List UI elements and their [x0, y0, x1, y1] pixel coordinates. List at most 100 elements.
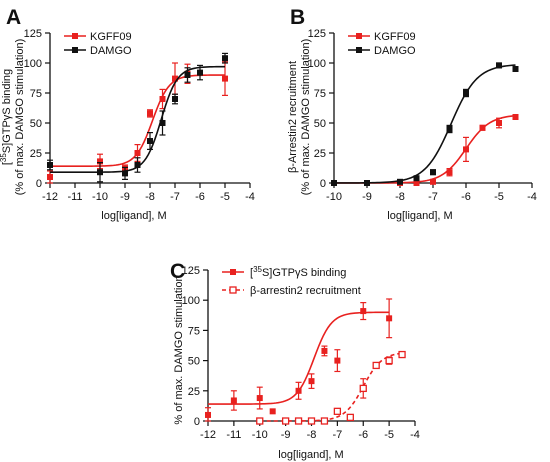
data-point-s0-b — [479, 124, 486, 131]
data-point-s0-c — [386, 315, 393, 322]
plot-area-a: 0 25 50 75 100 125 -12 -11 -10 -9 -8 -7 -6 -5 -4 — [24, 28, 255, 203]
x-axis-label-c: log[ligand], M — [278, 449, 343, 461]
data-point-s0-b — [430, 178, 436, 185]
x-tick-label-a: -12 — [42, 191, 58, 203]
data-point-s1-a — [122, 170, 128, 177]
x-tick-label-c: -9 — [281, 429, 291, 441]
x-tick-label-a: -11 — [67, 191, 82, 203]
x-tick-label-a: -10 — [92, 191, 108, 203]
x-tick-label-c: -6 — [358, 429, 368, 441]
data-point-s1-b — [512, 66, 519, 72]
data-point-s0-a — [172, 75, 178, 82]
y-tick-label-c: 0 — [194, 416, 200, 428]
legend-marker-kgff09-b — [356, 33, 362, 39]
x-tick-label-c: -10 — [252, 429, 268, 441]
y-tick-label-a: 75 — [30, 88, 42, 100]
data-point-s1-c — [398, 350, 406, 359]
fit-curve-s0-b — [334, 114, 516, 184]
data-point-s1-c — [307, 417, 316, 425]
data-point-s1-b — [364, 180, 370, 186]
x-tick-label-c: -7 — [332, 429, 342, 441]
data-point-s1-a — [134, 162, 141, 168]
x-tick-label-c: -8 — [307, 429, 317, 441]
data-point-s0-c — [295, 387, 302, 394]
x-tick-label-a: -5 — [220, 191, 230, 203]
y-axis-label-a-line2: (% of max. DAMGO stimulation) — [14, 39, 26, 195]
legend-marker-gtp-c — [230, 269, 236, 275]
data-point-s1-a — [172, 96, 178, 102]
legend-label-damgo-a: DAMGO — [90, 45, 132, 57]
data-point-s0-a — [134, 150, 141, 156]
legend-a: KGFF09 DAMGO — [64, 31, 132, 57]
x-tick-label-a: -8 — [145, 191, 155, 203]
panel-c: C 0 25 50 75 100 125 -12 -11 -10 -9 -8 -7 -6 -5 -4 log… — [170, 260, 420, 461]
panel-b: B 0 25 50 75 100 125 -10 -9 -8 -7 -6 -5 -4 log[ligan… — [287, 6, 537, 222]
y-tick-label-a: 125 — [24, 28, 42, 40]
data-point-s0-b — [496, 120, 502, 126]
data-point-s1-b — [446, 126, 453, 132]
y-tick-label-a: 0 — [36, 178, 42, 190]
data-point-s1-c — [320, 417, 329, 425]
y-tick-label-c: 75 — [188, 325, 200, 337]
data-point-s0-c — [256, 395, 263, 402]
x-tick-label-a: -4 — [245, 191, 255, 203]
y-axis-label-c: % of max. DAMGO stimulation — [173, 275, 185, 424]
data-point-s0-a — [222, 75, 228, 82]
data-point-s1-a — [197, 69, 203, 76]
data-point-s1-b — [413, 175, 420, 182]
data-point-s0-c — [360, 308, 367, 315]
data-point-s0-b — [446, 169, 453, 176]
data-point-s0-c — [269, 408, 276, 415]
plot-area-c: 0 25 50 75 100 125 -12 -11 -10 -9 -8 -7 -6 -5 -4 — [182, 265, 420, 441]
legend-label-kgff09-b: KGFF09 — [374, 31, 416, 43]
data-point-s1-c — [385, 356, 393, 365]
data-point-s1-a — [159, 120, 166, 126]
x-tick-label-b: -5 — [494, 191, 504, 203]
data-point-s1-b — [331, 180, 337, 186]
data-point-s1-c — [281, 417, 290, 425]
data-point-s0-c — [230, 397, 237, 404]
y-tick-label-c: 25 — [188, 386, 200, 398]
data-point-s1-b — [496, 62, 502, 69]
y-tick-label-c: 125 — [182, 265, 200, 277]
y-tick-label-b: 25 — [314, 148, 326, 160]
y-tick-label-b: 125 — [308, 28, 326, 40]
y-tick-label-a: 50 — [30, 118, 42, 130]
data-point-s1-a — [47, 162, 53, 168]
y-axis-label-b-line1: β-Arrestin2 recruitment — [287, 61, 299, 173]
data-point-s0-b — [463, 146, 469, 153]
data-point-s1-c — [359, 384, 367, 393]
y-tick-label-c: 100 — [182, 295, 200, 307]
panel-letter-c: C — [170, 260, 185, 283]
data-point-s0-c — [205, 411, 211, 418]
y-tick-label-b: 50 — [314, 118, 326, 130]
legend-marker-damgo-b — [356, 47, 362, 53]
data-point-s0-c — [334, 357, 341, 364]
data-point-s1-b — [463, 90, 469, 96]
data-point-s0-b — [512, 114, 519, 120]
data-point-s0-c — [321, 347, 328, 354]
x-tick-label-c: -5 — [384, 429, 394, 441]
x-axis-label-b: log[ligand], M — [387, 210, 452, 222]
x-tick-label-b: -9 — [362, 191, 372, 203]
data-point-s1-b — [430, 169, 436, 176]
x-tick-label-c: -4 — [410, 429, 420, 441]
panel-letter-b: B — [290, 6, 305, 29]
y-tick-label-a: 25 — [30, 148, 42, 160]
legend-label-kgff09-a: KGFF09 — [90, 31, 132, 43]
legend-label-arrestin-c: β-arrestin2 recruitment — [250, 285, 361, 297]
x-tick-label-a: -7 — [170, 191, 180, 203]
legend-marker-damgo-a — [72, 47, 78, 53]
data-point-s1-c — [256, 417, 264, 425]
y-tick-label-b: 0 — [320, 178, 326, 190]
legend-label-gtp-c: [35S]GTPγS binding — [250, 265, 346, 280]
y-tick-label-b: 75 — [314, 88, 326, 100]
plot-area-b: 0 25 50 75 100 125 -10 -9 -8 -7 -6 -5 -4 — [308, 28, 537, 203]
x-tick-label-b: -7 — [428, 191, 438, 203]
x-tick-label-a: -6 — [195, 191, 205, 203]
data-point-s0-c — [308, 378, 315, 385]
x-tick-label-c: -11 — [226, 429, 241, 441]
data-point-s1-a — [184, 72, 191, 78]
x-tick-label-c: -12 — [200, 429, 216, 441]
